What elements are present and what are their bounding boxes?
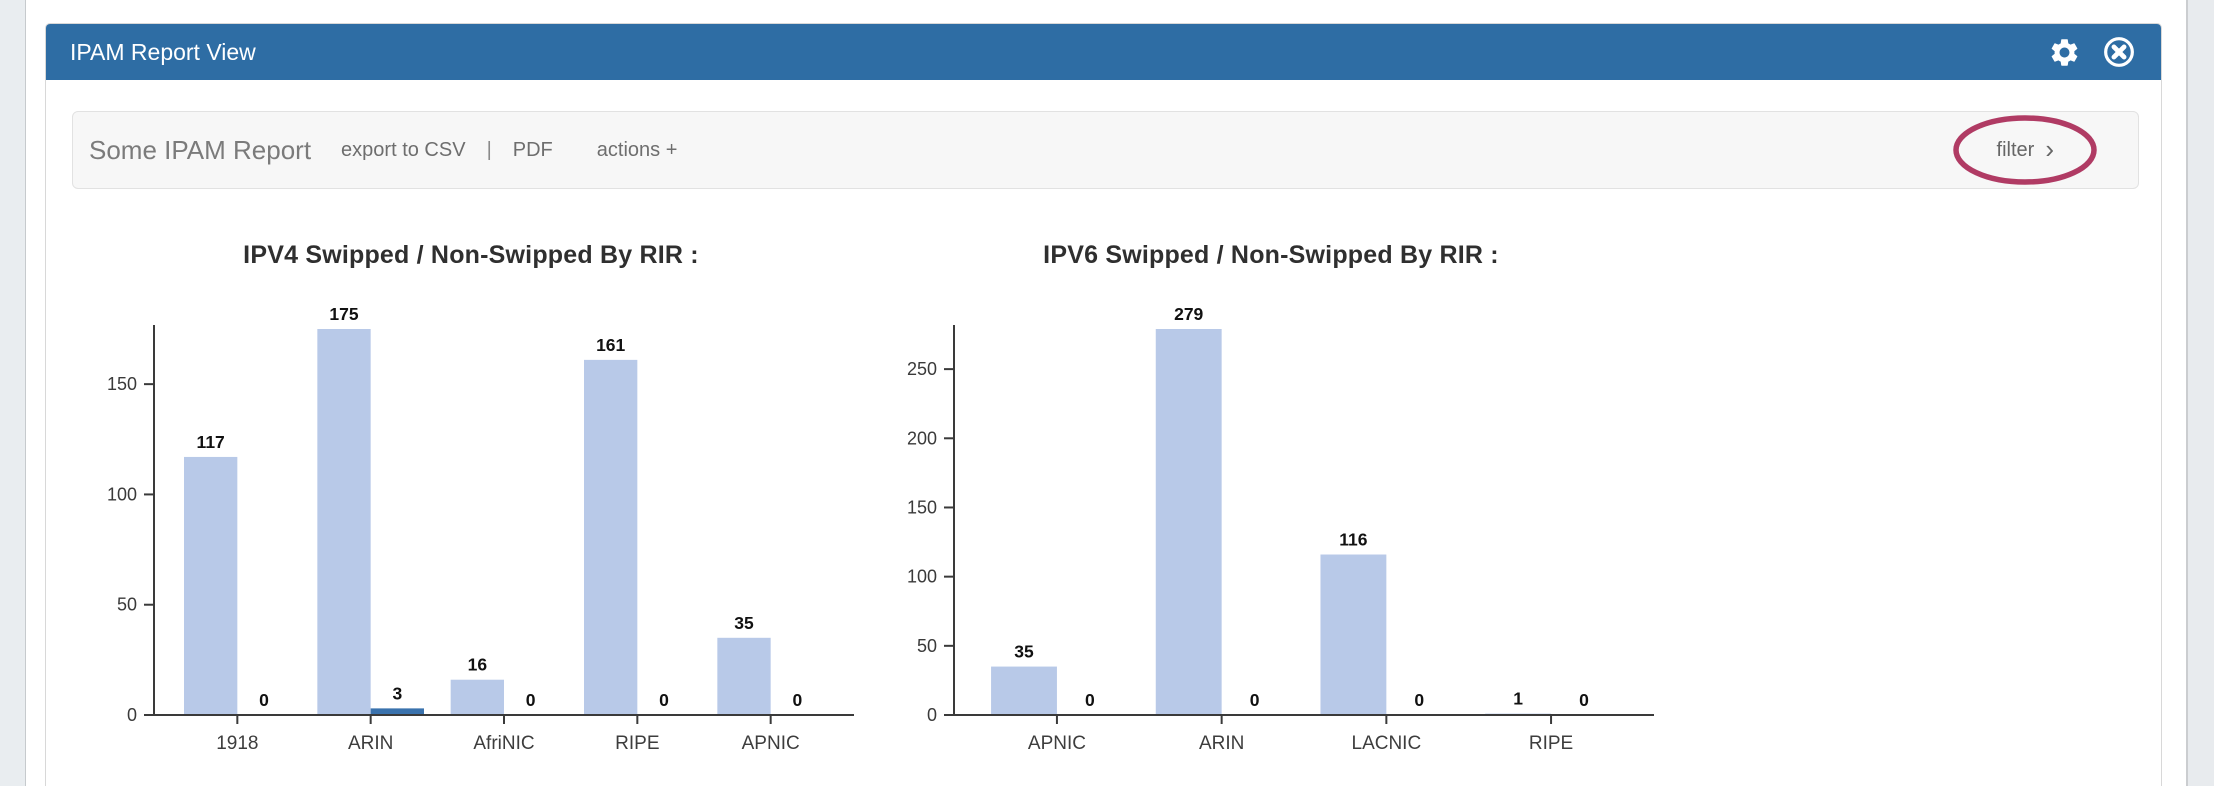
svg-text:16: 16	[468, 655, 488, 675]
actions-menu-button[interactable]: actions +	[596, 138, 678, 161]
svg-text:116: 116	[1339, 530, 1367, 550]
svg-text:RIPE: RIPE	[615, 733, 659, 754]
svg-text:0: 0	[1579, 690, 1589, 710]
svg-text:150: 150	[907, 497, 937, 517]
svg-text:50: 50	[917, 636, 937, 656]
svg-text:161: 161	[596, 335, 625, 355]
svg-text:35: 35	[734, 613, 754, 633]
panel-body: Some IPAM Report export to CSV | PDF act…	[46, 111, 2161, 756]
svg-text:APNIC: APNIC	[1028, 733, 1086, 754]
svg-text:0: 0	[259, 690, 269, 710]
pdf-link[interactable]: PDF	[512, 138, 553, 161]
svg-text:0: 0	[927, 705, 937, 725]
svg-text:117: 117	[197, 432, 225, 452]
filter-toggle[interactable]: filter ›	[1953, 115, 2098, 185]
svg-text:APNIC: APNIC	[742, 733, 800, 754]
svg-text:0: 0	[659, 690, 669, 710]
export-csv-link[interactable]: export to CSV	[341, 138, 466, 161]
svg-text:RIPE: RIPE	[1529, 733, 1573, 754]
gear-icon[interactable]	[2048, 36, 2081, 69]
svg-text:3: 3	[392, 683, 402, 703]
panel-header: IPAM Report View	[46, 24, 2161, 80]
report-title: Some IPAM Report	[89, 134, 312, 165]
svg-text:50: 50	[117, 595, 137, 615]
report-toolbar: Some IPAM Report export to CSV | PDF act…	[72, 111, 2139, 189]
toolbar-separator: |	[486, 138, 492, 161]
svg-text:ARIN: ARIN	[348, 733, 393, 754]
left-gutter	[0, 0, 26, 786]
ipv4-chart-plot: 117 175 16 161 35 0 3 0 0 0 0 50 100 150 1918 ARIN AfriN…	[107, 304, 854, 754]
svg-text:1: 1	[1513, 689, 1523, 709]
svg-text:0: 0	[526, 690, 536, 710]
svg-text:AfriNIC: AfriNIC	[473, 733, 534, 754]
svg-text:0: 0	[1414, 690, 1424, 710]
right-gutter[interactable]	[2186, 0, 2214, 786]
svg-text:0: 0	[1250, 690, 1260, 710]
svg-text:279: 279	[1174, 304, 1203, 324]
svg-text:35: 35	[1014, 642, 1034, 662]
svg-text:250: 250	[907, 359, 937, 379]
svg-text:100: 100	[107, 484, 137, 504]
svg-text:100: 100	[907, 567, 937, 587]
ipv6-chart-title: IPV6 Swipped / Non-Swipped By RIR :	[1043, 241, 1499, 269]
svg-text:200: 200	[907, 428, 937, 448]
circle-x-icon[interactable]	[2103, 36, 2135, 68]
charts-row: IPV4 Swipped / Non-Swipped By RIR : 117 1…	[46, 241, 2161, 756]
ipv4-chart: IPV4 Swipped / Non-Swipped By RIR : 117 1…	[71, 241, 871, 756]
svg-text:0: 0	[1085, 690, 1095, 710]
svg-text:LACNIC: LACNIC	[1352, 733, 1422, 754]
svg-text:0: 0	[127, 705, 137, 725]
svg-text:0: 0	[792, 690, 802, 710]
ipv6-chart: IPV6 Swipped / Non-Swipped By RIR : 35 27…	[871, 241, 1671, 756]
header-icons	[2048, 36, 2135, 69]
panel-title: IPAM Report View	[70, 38, 256, 65]
ipam-report-panel: IPAM Report View Some IPAM R	[45, 23, 2162, 786]
svg-text:1918: 1918	[216, 733, 258, 754]
svg-text:175: 175	[329, 304, 358, 324]
svg-text:150: 150	[107, 374, 137, 394]
ipv4-chart-title: IPV4 Swipped / Non-Swipped By RIR :	[243, 241, 699, 269]
svg-text:ARIN: ARIN	[1199, 733, 1244, 754]
filter-label: filter	[1996, 138, 2035, 161]
